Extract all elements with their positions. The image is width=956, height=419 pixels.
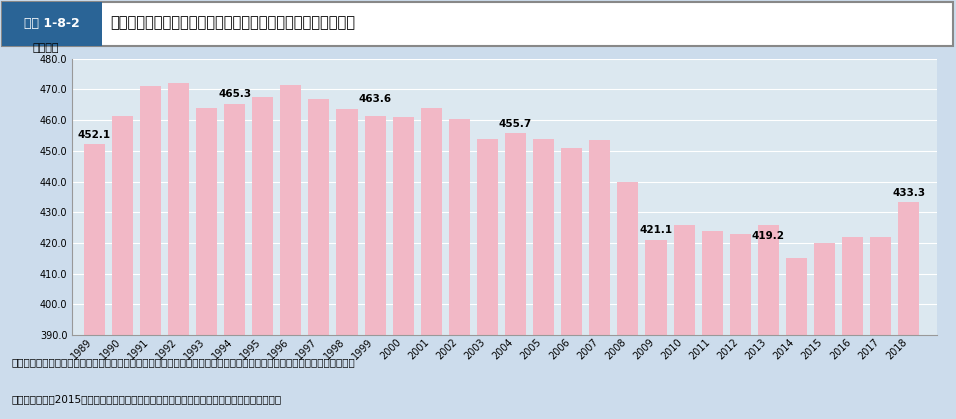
Bar [814, 243, 835, 419]
Bar [448, 119, 470, 419]
Bar [561, 148, 582, 419]
Text: 433.3: 433.3 [892, 188, 925, 197]
FancyBboxPatch shape [2, 2, 953, 46]
Bar [870, 237, 891, 419]
Bar [533, 139, 554, 419]
Bar [364, 116, 385, 419]
Text: 452.1: 452.1 [77, 130, 111, 140]
Bar [505, 133, 526, 419]
Bar [280, 85, 301, 419]
Text: 図表 1-8-2: 図表 1-8-2 [24, 17, 79, 30]
Bar [842, 237, 863, 419]
Bar [421, 108, 442, 419]
Bar [899, 202, 920, 419]
Bar [618, 181, 639, 419]
Text: （万円）: （万円） [33, 43, 59, 53]
Text: 421.1: 421.1 [640, 225, 672, 235]
Bar [702, 231, 723, 419]
Bar [645, 240, 666, 419]
Bar [196, 108, 217, 419]
Bar [140, 86, 161, 419]
Bar [729, 234, 750, 419]
Text: 419.2: 419.2 [751, 231, 785, 241]
Text: 455.7: 455.7 [499, 119, 532, 129]
Bar [589, 140, 610, 419]
Bar [252, 97, 273, 419]
Text: 平均給与（実質）の推移（１年を通じて勤務した給与所得者）: 平均給与（実質）の推移（１年を通じて勤務した給与所得者） [110, 16, 355, 31]
Text: 者の平均給与を2015年基準の消費者物価指数（持ち家の帰属家賣を除く総合）で補正した。: 者の平均給与を2015年基準の消費者物価指数（持ち家の帰属家賣を除く総合）で補正… [11, 394, 282, 404]
FancyBboxPatch shape [2, 2, 102, 46]
Bar [168, 83, 189, 419]
Bar [224, 104, 245, 419]
Text: 463.6: 463.6 [358, 94, 392, 104]
Bar [758, 225, 779, 419]
Bar [337, 109, 358, 419]
Text: 資料：厘生労働省政策統括官付政策立案・評価担当参事官室において、国税庁「民間給与実態統計調査」のうち、１年勤続: 資料：厘生労働省政策統括官付政策立案・評価担当参事官室において、国税庁「民間給与… [11, 357, 356, 367]
Bar [83, 145, 105, 419]
Bar [309, 98, 330, 419]
Bar [477, 139, 498, 419]
Bar [786, 259, 807, 419]
Bar [674, 225, 695, 419]
Bar [112, 116, 133, 419]
Bar [393, 117, 414, 419]
Text: 465.3: 465.3 [218, 89, 251, 99]
